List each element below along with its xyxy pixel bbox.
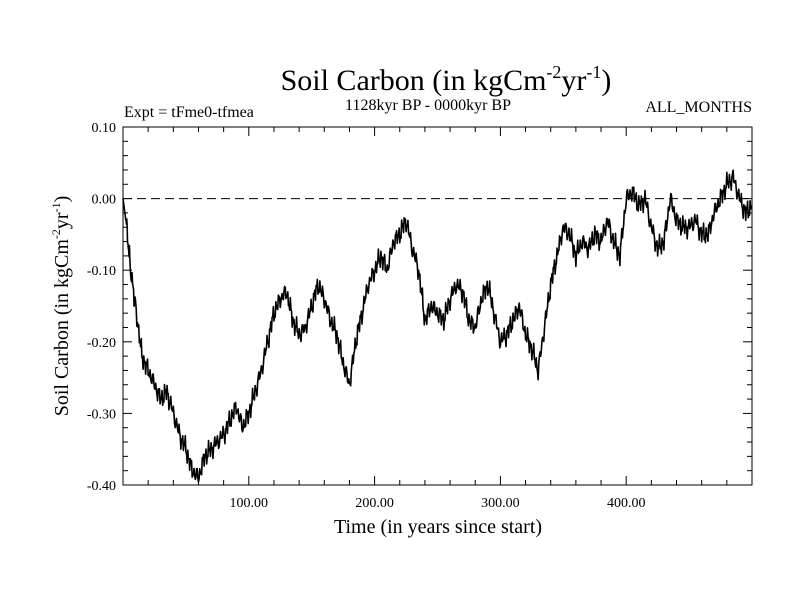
- y-axis-label-mid: yr: [51, 212, 73, 229]
- y-axis-label: Soil Carbon (in kgCm-2yr-1): [49, 196, 73, 417]
- y-tick-label: -0.20: [87, 336, 116, 351]
- axis-tick-labels: 100.00 200.00 300.00 400.00 0.10 0.00 -0.10 -0.…: [87, 121, 646, 511]
- y-axis-label-end: ): [51, 196, 73, 203]
- x-tick-label: 200.00: [355, 496, 394, 511]
- chart-title-sup2: -1: [586, 62, 601, 82]
- chart-title-end: ): [601, 64, 611, 97]
- experiment-label: Expt = tFme0-tfmea: [124, 104, 254, 121]
- months-label: ALL_MONTHS: [645, 99, 752, 116]
- y-axis-label-base: Soil Carbon (in kgCm: [51, 239, 73, 417]
- axis-ticks: [123, 126, 752, 486]
- x-tick-label: 400.00: [607, 496, 646, 511]
- y-axis-label-sup2: -1: [49, 202, 63, 212]
- chart-title-sup1: -2: [546, 62, 561, 82]
- y-axis-label-sup1: -2: [49, 229, 63, 239]
- x-tick-label: 100.00: [230, 496, 269, 511]
- x-tick-label: 300.00: [481, 496, 520, 511]
- chart-title-mid: yr: [561, 64, 586, 97]
- y-tick-label: -0.30: [87, 407, 116, 422]
- plot-frame: [122, 126, 753, 486]
- chart-title: Soil Carbon (in kgCm-2yr-1): [281, 62, 612, 97]
- x-axis-label: Time (in years since start): [334, 516, 542, 538]
- y-tick-label: -0.10: [87, 264, 116, 279]
- y-tick-label: 0.10: [92, 121, 117, 136]
- y-tick-label: -0.40: [87, 479, 116, 494]
- soil-carbon-series-line: [122, 169, 753, 483]
- time-range-label: 1128kyr BP - 0000kyr BP: [345, 97, 511, 114]
- y-tick-label: 0.00: [92, 193, 117, 208]
- chart-title-base: Soil Carbon (in kgCm: [281, 64, 547, 97]
